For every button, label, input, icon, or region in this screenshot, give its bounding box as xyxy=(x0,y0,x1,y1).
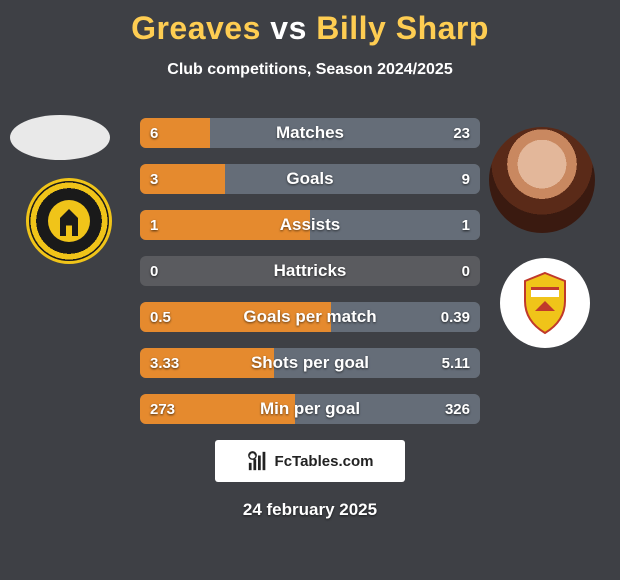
club-badge-icon xyxy=(48,200,90,242)
stat-bar-right xyxy=(225,164,480,194)
stat-row: 3.335.11Shots per goal xyxy=(140,348,480,378)
chart-icon xyxy=(247,450,269,472)
stat-bar-left xyxy=(140,348,274,378)
stat-bar-right xyxy=(274,348,480,378)
stat-value-left: 0 xyxy=(150,256,158,286)
brand-logo: FcTables.com xyxy=(215,440,405,482)
stat-bar-left xyxy=(140,394,295,424)
stat-row: 11Assists xyxy=(140,210,480,240)
page-title: Greaves vs Billy Sharp xyxy=(0,0,620,47)
player-left-avatar xyxy=(10,115,110,160)
player-right-name: Billy Sharp xyxy=(316,10,489,46)
stat-bar-right xyxy=(210,118,480,148)
comparison-bars: 623Matches 39Goals 11Assists 0 0Hattricks 0.5… xyxy=(140,118,480,440)
brand-text: FcTables.com xyxy=(275,453,374,470)
stat-row: 39Goals xyxy=(140,164,480,194)
player-right-club-badge xyxy=(500,258,590,348)
player-right-avatar xyxy=(489,127,595,233)
stat-bar-left xyxy=(140,164,225,194)
stat-value-right: 0 xyxy=(462,256,470,286)
stat-bar-right xyxy=(310,210,480,240)
stat-row: 0.50.39Goals per match xyxy=(140,302,480,332)
stat-row: 623Matches xyxy=(140,118,480,148)
stat-bar-left xyxy=(140,210,310,240)
title-vs: vs xyxy=(270,10,307,46)
stat-row: 273326Min per goal xyxy=(140,394,480,424)
stat-bar-right xyxy=(295,394,480,424)
stat-bar-left xyxy=(140,302,331,332)
stat-bar-right xyxy=(331,302,480,332)
stat-row: 0 0Hattricks xyxy=(140,256,480,286)
club-badge-icon xyxy=(517,271,573,335)
player-left-club-badge xyxy=(26,178,112,264)
footer-date: 24 february 2025 xyxy=(0,500,620,520)
stat-label: Hattricks xyxy=(140,256,480,286)
stat-bar-left xyxy=(140,118,210,148)
subtitle: Club competitions, Season 2024/2025 xyxy=(0,61,620,79)
player-left-name: Greaves xyxy=(131,10,261,46)
